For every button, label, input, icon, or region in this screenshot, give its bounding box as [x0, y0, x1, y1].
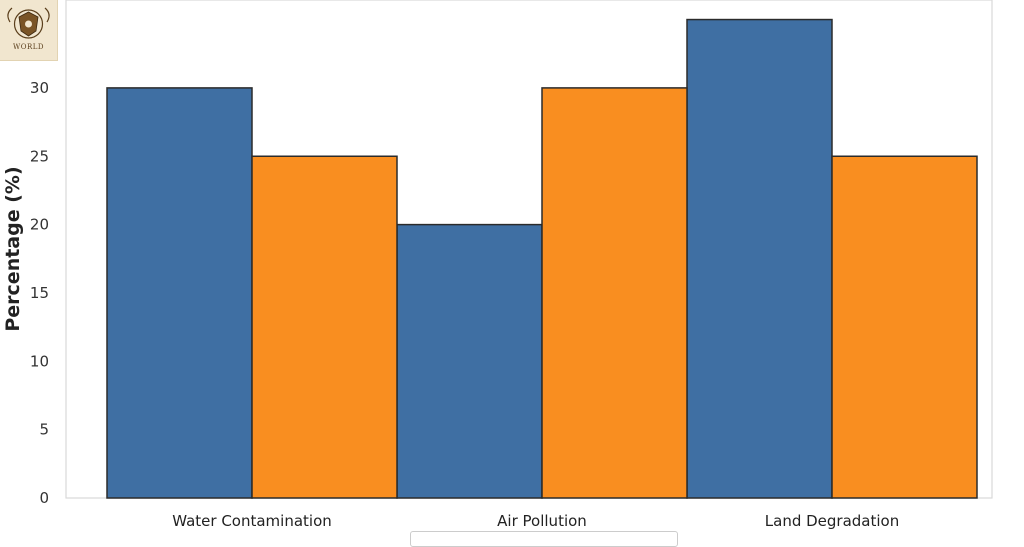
bars-group: [106, 18, 978, 499]
bar-series1-air-pollution: [396, 223, 543, 499]
y-tick-label: 30: [30, 79, 49, 97]
y-tick-label: 25: [30, 147, 49, 165]
logo: WORLD: [0, 0, 58, 61]
logo-text: WORLD: [13, 43, 44, 51]
bar-series1-land-degradation: [686, 18, 833, 499]
bar-series2-water-contamination: [251, 155, 398, 499]
shield-emblem-icon: [7, 7, 50, 39]
bar-series1-water-contamination: [106, 87, 253, 499]
y-tick-label: 0: [39, 489, 49, 507]
x-tick-label: Air Pollution: [497, 512, 587, 530]
y-tick-label: 5: [39, 421, 49, 439]
y-axis-label: Percentage (%): [2, 166, 24, 331]
y-tick-label: 20: [30, 216, 49, 234]
bar-series2-land-degradation: [831, 155, 978, 499]
y-tick-label: 10: [30, 352, 49, 370]
x-axis-ticks: Water Contamination Air Pollution Land Deg…: [172, 512, 899, 530]
y-tick-label: 15: [30, 284, 49, 302]
bar-series2-air-pollution: [541, 87, 688, 499]
legend: [410, 531, 678, 547]
x-tick-label: Land Degradation: [765, 512, 899, 530]
y-axis-ticks: 0 5 10 15 20 25 30: [30, 79, 49, 507]
x-tick-label: Water Contamination: [172, 512, 332, 530]
